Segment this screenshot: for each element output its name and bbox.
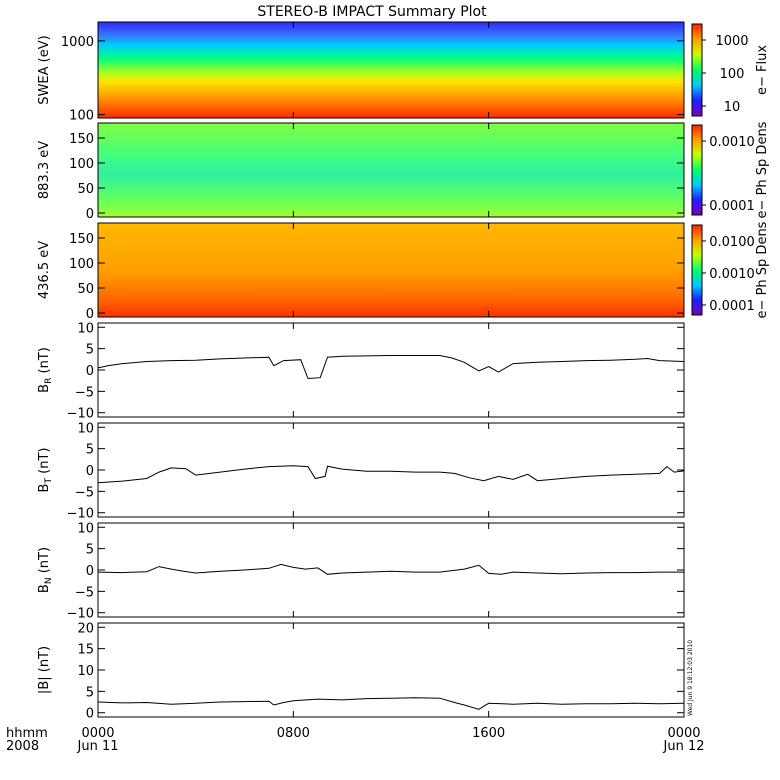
y-axis-label-unit: (nT) [37, 347, 52, 377]
y-axis-label: SWEA (eV) [37, 35, 52, 104]
y-axis-label: BT (nT) [37, 448, 54, 493]
y-tick-label: 0 [86, 364, 94, 379]
colorbar-tick-label: 10 [724, 100, 741, 115]
colorbar-label: e− Ph Sp Dens [755, 121, 770, 218]
y-tick-label: 15 [77, 643, 94, 658]
colorbar-tick-label: 0.0001 [709, 199, 755, 214]
y-tick-label: 0 [86, 564, 94, 579]
y-tick-label: 150 [69, 232, 94, 247]
panel-frame [97, 322, 685, 418]
x-tick-label: 1600 [472, 726, 505, 741]
y-tick-label: 1000 [61, 35, 94, 50]
colorbar-scale [691, 23, 703, 117]
y-tick-label: 5 [86, 443, 94, 458]
y-tick-label: 50 [77, 282, 94, 297]
panel-3: 0.0100 0.0010 0.0001 e− Ph Sp Dens 150 100 50 0… [37, 221, 770, 322]
footer-start-date: Jun 11 [77, 739, 119, 754]
spectrogram-image [98, 223, 684, 317]
panel-frame [97, 622, 685, 718]
colorbar-tick-label: 0.0001 [709, 299, 755, 314]
y-axis-label-unit: (nT) [37, 547, 52, 577]
colorbar: 0.0100 0.0010 0.0001 e− Ph Sp Dens [691, 221, 770, 318]
y-tick-label: 5 [86, 343, 94, 358]
y-tick-label: 100 [69, 157, 94, 172]
plot-title: STEREO-B IMPACT Summary Plot [257, 4, 487, 20]
panel-frame [97, 222, 685, 318]
y-tick-label: 0 [86, 307, 94, 322]
panel-frame [97, 21, 685, 119]
colorbar-tick-label: 0.0100 [709, 235, 755, 250]
x-tick-label: 0800 [277, 726, 310, 741]
spectrogram-image [98, 22, 684, 118]
y-tick-label: −10 [67, 607, 94, 622]
spectrogram-image [98, 123, 684, 217]
y-axis-label: |B| (nT) [37, 646, 52, 694]
y-tick-label: 10 [77, 521, 94, 536]
y-axis-label: BR (nT) [37, 347, 54, 393]
colorbar-scale [691, 124, 703, 216]
y-tick-label: −10 [67, 407, 94, 422]
data-trace [97, 355, 685, 380]
colorbar-label: e− Flux [755, 45, 770, 95]
panel-1: 1000 100 10 e− Flux 1000 100 SWEA (eV) [37, 21, 770, 124]
y-tick-label: −5 [75, 585, 94, 600]
y-axis-label: 883.3 eV [37, 141, 52, 199]
y-axis-label-subscript: R [44, 378, 54, 384]
y-tick-label: 10 [77, 421, 94, 436]
y-axis-label-subscript: N [44, 577, 54, 584]
colorbar: 0.0010 0.0001 e− Ph Sp Dens [691, 121, 770, 218]
y-axis-label: BN (nT) [37, 547, 54, 593]
panel-4: 10 5 0 −5 −10 BR (nT) [37, 321, 685, 422]
y-tick-label: 5 [86, 543, 94, 558]
data-trace [97, 697, 685, 710]
y-tick-label: 20 [77, 621, 94, 636]
panel-5: 10 5 0 −5 −10 BT (nT) [37, 421, 685, 522]
y-tick-label: −5 [75, 485, 94, 500]
y-axis-label-unit: (nT) [37, 448, 52, 478]
colorbar-tick-label: 1000 [715, 34, 748, 49]
colorbar-tick-label: 100 [720, 67, 745, 82]
x-tick-label: 0000 [667, 726, 700, 741]
panel-frame [97, 522, 685, 618]
data-trace [97, 563, 684, 575]
y-tick-label: −5 [75, 385, 94, 400]
footer-year-label: 2008 [6, 739, 39, 754]
y-tick-label: 0 [86, 464, 94, 479]
data-trace [97, 465, 685, 484]
panel-frame [97, 422, 685, 518]
colorbar: 1000 100 10 e− Flux [691, 23, 770, 117]
footer-stamp: Wed Jun 9 18:12:03 2010 [687, 640, 694, 716]
colorbar-tick-label: 0.0010 [709, 267, 755, 282]
y-tick-label: 0 [86, 207, 94, 222]
footer-hhmm-label: hhmm [6, 726, 48, 741]
footer-end-date: Jun 12 [663, 739, 705, 754]
y-tick-label: 10 [77, 321, 94, 336]
colorbar-tick-label: 0.0010 [709, 135, 755, 150]
x-tick-label: 0000 [81, 726, 114, 741]
y-tick-label: 100 [69, 257, 94, 272]
panel-frame [97, 122, 685, 218]
y-axis-label-subscript: T [44, 478, 54, 485]
colorbar-label: e− Ph Sp Dens [755, 221, 770, 318]
panel-2: 0.0010 0.0001 e− Ph Sp Dens 150 100 50 0 883.3 … [37, 121, 770, 222]
colorbar-scale [691, 224, 703, 316]
y-tick-label: 150 [69, 132, 94, 147]
y-tick-label: −10 [67, 507, 94, 522]
y-tick-label: 100 [69, 109, 94, 124]
y-tick-label: 5 [86, 685, 94, 700]
panel-6: 10 5 0 −5 −10 BN (nT) [37, 521, 685, 622]
y-tick-label: 50 [77, 182, 94, 197]
panel-7: 20 15 10 5 0 |B| (nT) [37, 621, 685, 722]
y-tick-label: 0 [86, 707, 94, 722]
y-tick-label: 10 [77, 664, 94, 679]
y-axis-label: 436.5 eV [37, 241, 52, 299]
